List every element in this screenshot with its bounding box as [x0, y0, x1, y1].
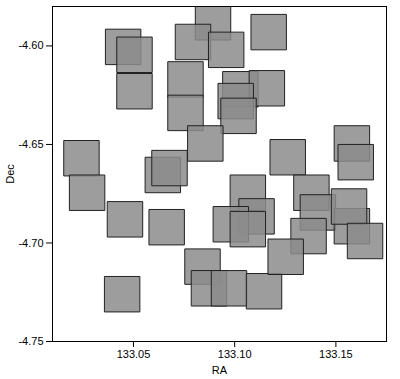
- svg-text:-4.60: -4.60: [18, 39, 43, 51]
- svg-text:133.10: 133.10: [218, 348, 252, 360]
- svg-text:133.05: 133.05: [117, 348, 151, 360]
- svg-text:133.15: 133.15: [319, 348, 353, 360]
- svg-text:Dec: Dec: [4, 164, 16, 184]
- svg-text:-4.65: -4.65: [18, 138, 43, 150]
- svg-text:RA: RA: [212, 364, 228, 376]
- svg-text:-4.75: -4.75: [18, 335, 43, 347]
- svg-text:-4.70: -4.70: [18, 236, 43, 248]
